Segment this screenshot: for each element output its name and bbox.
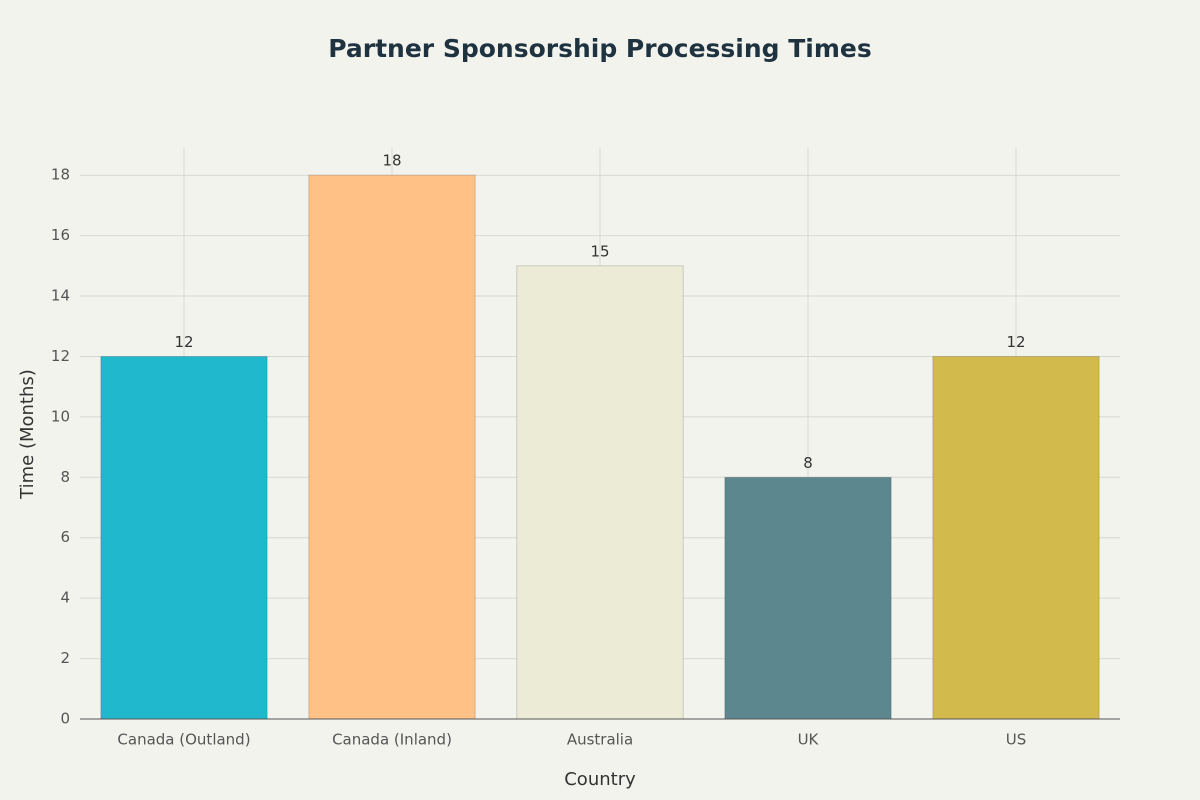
- y-tick-label: 2: [60, 649, 70, 667]
- x-tick-label: Canada (Inland): [332, 731, 452, 749]
- y-tick-label: 16: [51, 226, 70, 244]
- bar: [308, 174, 476, 720]
- x-tick-label: Australia: [567, 731, 633, 749]
- y-tick-label: 4: [60, 589, 70, 607]
- y-tick-label: 8: [60, 468, 70, 486]
- y-tick-label: 12: [51, 347, 70, 365]
- y-tick-label: 14: [51, 287, 70, 305]
- value-label: 18: [382, 152, 401, 170]
- y-tick-label: 18: [51, 166, 70, 184]
- x-tick-label: US: [1006, 731, 1027, 749]
- x-axis-title: Country: [564, 769, 636, 790]
- bar: [100, 355, 268, 720]
- value-label: 12: [1006, 333, 1025, 351]
- y-tick-label: 0: [60, 710, 70, 728]
- bar: [724, 476, 892, 720]
- chart-title: Partner Sponsorship Processing Times: [328, 34, 872, 63]
- y-tick-label: 10: [51, 407, 70, 425]
- bar: [932, 355, 1100, 720]
- value-label: 12: [174, 333, 193, 351]
- x-tick-label: UK: [798, 731, 820, 749]
- value-label: 8: [803, 454, 813, 472]
- x-tick-label: Canada (Outland): [117, 731, 250, 749]
- value-label: 15: [590, 242, 609, 260]
- y-tick-label: 6: [60, 528, 70, 546]
- bar: [516, 265, 684, 720]
- y-axis-title: Time (Months): [17, 369, 38, 500]
